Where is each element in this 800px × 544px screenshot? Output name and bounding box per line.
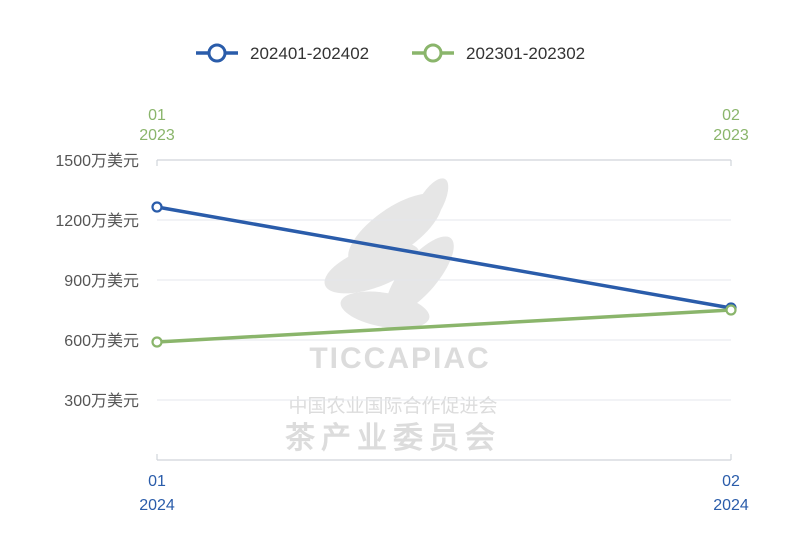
x-top-month-label: 01 (148, 107, 166, 124)
data-point[interactable] (725, 304, 737, 316)
legend[interactable]: 202401-202402 202301-202302 (196, 43, 585, 63)
series-line-2 (155, 308, 733, 344)
y-tick-label: 600万美元 (64, 332, 139, 350)
y-tick-label: 900万美元 (64, 272, 139, 290)
y-tick-label: 1500万美元 (55, 152, 139, 170)
y-tick-label: 300万美元 (64, 392, 139, 410)
watermark: TICCAPIAC 中国农业国际合作促进会 茶产业委员会 (285, 178, 501, 456)
legend-label: 202301-202302 (466, 44, 585, 63)
legend-item-2[interactable]: 202301-202302 (412, 43, 585, 63)
legend-label: 202401-202402 (250, 44, 369, 63)
legend-swatch-marker (207, 43, 227, 63)
watermark-title: TICCAPIAC (309, 342, 490, 375)
x-top-year-label: 2023 (713, 127, 749, 144)
axes (156, 159, 732, 461)
watermark-line1: 中国农业国际合作促进会 (288, 395, 497, 417)
series-line-1 (155, 205, 733, 310)
data-point[interactable] (151, 201, 163, 213)
data-point[interactable] (151, 336, 163, 348)
y-tick-label: 1200万美元 (55, 212, 139, 230)
x-top-month-label: 02 (722, 107, 740, 124)
x-bottom-month-label: 02 (722, 473, 740, 490)
legend-swatch-marker (423, 43, 443, 63)
watermark-leaf-logo (324, 178, 454, 329)
series-group (151, 201, 737, 348)
watermark-line2: 茶产业委员会 (285, 421, 501, 456)
x-bottom-year-label: 2024 (139, 497, 175, 514)
x-axis-ticks: 01 2024 02 2024 01 2023 02 2023 (139, 107, 749, 514)
legend-item-1[interactable]: 202401-202402 (196, 43, 369, 63)
x-bottom-month-label: 01 (148, 473, 166, 490)
y-axis-ticks: 1500万美元 1200万美元 900万美元 600万美元 300万美元 (55, 152, 139, 410)
x-bottom-year-label: 2024 (713, 497, 749, 514)
x-top-year-label: 2023 (139, 127, 175, 144)
